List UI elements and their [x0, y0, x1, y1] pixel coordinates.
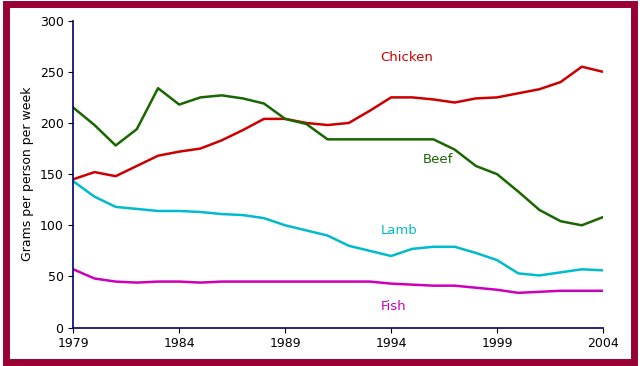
Y-axis label: Grams per person per week: Grams per person per week — [21, 87, 34, 261]
Text: Beef: Beef — [423, 153, 453, 166]
Text: Lamb: Lamb — [381, 224, 417, 236]
Text: Fish: Fish — [381, 300, 406, 313]
Text: Chicken: Chicken — [381, 51, 433, 64]
